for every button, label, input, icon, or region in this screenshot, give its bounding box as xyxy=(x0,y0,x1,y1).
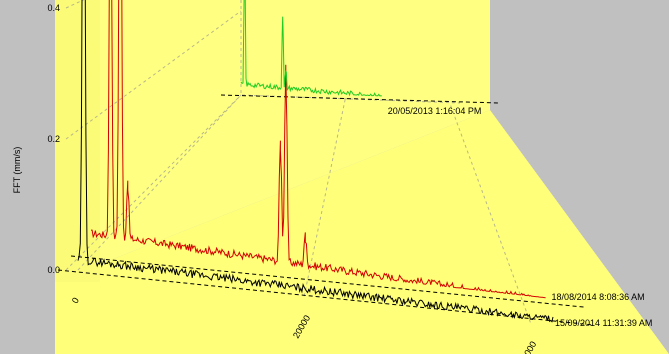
x-gridline xyxy=(303,98,346,297)
series-line xyxy=(91,0,546,299)
y-gridline xyxy=(65,94,242,271)
y-tick-label: 0.2 xyxy=(47,134,60,144)
series-track xyxy=(57,269,594,326)
series-label: 20/05/2013 1:16:04 PM xyxy=(388,106,482,116)
series-label: 15/09/2014 11:31:39 AM xyxy=(555,318,652,328)
y-tick-label: 0.0 xyxy=(47,265,60,275)
series-line xyxy=(77,0,554,323)
y-axis-label: FFT (mm/s) xyxy=(12,147,22,194)
series-track xyxy=(70,255,586,308)
back-wall xyxy=(55,0,490,282)
series-track xyxy=(220,94,501,104)
series-label: 18/08/2014 8:08:36 AM xyxy=(552,292,645,302)
x-tick-label: 0 xyxy=(70,296,81,305)
series-line xyxy=(240,0,382,97)
back-frame xyxy=(240,0,461,104)
y-gridline xyxy=(65,10,242,140)
y-tick-label: 0.4 xyxy=(47,3,60,13)
x-gridline xyxy=(77,94,242,271)
side-wall xyxy=(55,0,100,282)
